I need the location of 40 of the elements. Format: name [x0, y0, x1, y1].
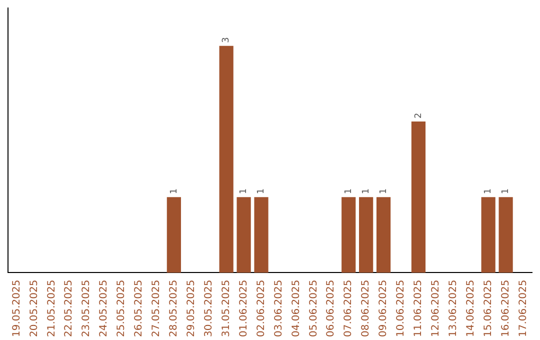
x-tick-label: 26.05.2025	[134, 280, 145, 338]
x-tick-label: 19.05.2025	[11, 280, 22, 338]
data-label: 1	[361, 188, 372, 194]
x-tick-label: 16.06.2025	[500, 280, 512, 338]
x-tick-label: 24.05.2025	[98, 280, 110, 338]
x-tick-label: 10.06.2025	[396, 280, 407, 338]
x-tick-label: 02.06.2025	[256, 280, 267, 338]
x-tick-label: 14.06.2025	[465, 280, 476, 338]
x-tick-label: 23.05.2025	[81, 280, 92, 338]
x-tick-label: 09.06.2025	[378, 280, 390, 338]
x-tick-label: 29.05.2025	[186, 280, 197, 338]
data-label: 3	[222, 37, 232, 43]
x-tick-label: 20.05.2025	[28, 280, 40, 338]
data-label: 1	[501, 188, 512, 194]
x-tick-label: 05.06.2025	[308, 280, 320, 338]
x-tick-label: 07.06.2025	[343, 280, 354, 338]
data-label: 1	[344, 188, 354, 194]
x-tick-label: 17.06.2025	[518, 280, 529, 338]
x-tick-label: 12.06.2025	[430, 280, 442, 338]
x-tick-label: 31.05.2025	[220, 280, 232, 338]
data-label: 1	[169, 188, 180, 194]
x-tick-label: 01.06.2025	[238, 280, 250, 338]
x-tick-label: 06.06.2025	[326, 280, 337, 338]
x-tick-label: 15.06.2025	[482, 280, 494, 338]
data-label: 2	[414, 112, 424, 118]
data-label: 1	[378, 188, 389, 194]
x-tick-label: 25.05.2025	[116, 280, 128, 338]
x-tick-label: 30.05.2025	[203, 280, 214, 338]
x-tick-label: 04.06.2025	[290, 280, 302, 338]
x-tick-label: 08.06.2025	[360, 280, 372, 338]
x-tick-label: 03.06.2025	[273, 280, 284, 338]
x-tick-label: 22.05.2025	[64, 280, 75, 338]
data-label: 1	[256, 188, 267, 194]
data-label: 1	[239, 188, 250, 194]
x-tick-label: 28.05.2025	[168, 280, 180, 338]
data-label: 1	[484, 188, 494, 194]
x-tick-label: 13.06.2025	[448, 280, 459, 338]
x-tick-label: 21.05.2025	[46, 280, 58, 338]
x-tick-label: 11.06.2025	[413, 280, 424, 338]
x-tick-label: 27.05.2025	[151, 280, 162, 338]
